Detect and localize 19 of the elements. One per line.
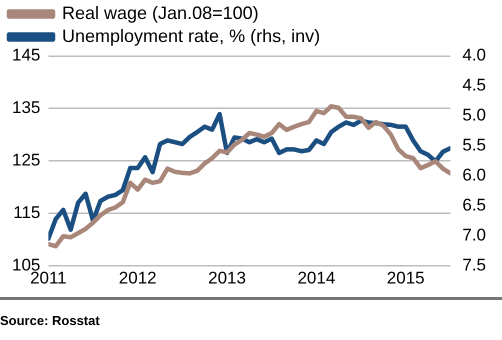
x-tick-label: 2015	[386, 268, 425, 288]
y2-tick-label: 7.5	[462, 255, 486, 274]
y-tick-label: 145	[12, 46, 40, 65]
y2-tick-label: 6.5	[462, 195, 486, 214]
source-note: Source: Rosstat	[0, 313, 100, 328]
x-tick-label: 2014	[297, 268, 336, 288]
y2-tick-label: 5.5	[462, 136, 486, 155]
y2-tick-label: 6.0	[462, 165, 486, 184]
y-tick-label: 125	[12, 150, 40, 170]
legend-label: Unemployment rate, % (rhs, inv)	[62, 26, 320, 46]
y2-tick-label: 4.0	[462, 46, 486, 65]
x-tick-label: 2013	[208, 268, 246, 288]
y2-tick-label: 4.5	[462, 76, 486, 95]
y2-tick-label: 7.0	[462, 225, 486, 244]
y2-tick-label: 5.0	[462, 106, 486, 125]
y-tick-label: 135	[12, 98, 40, 118]
legend-label: Real wage (Jan.08=100)	[62, 2, 259, 23]
y-tick-label: 115	[13, 202, 40, 222]
x-tick-label: 2012	[118, 268, 157, 288]
